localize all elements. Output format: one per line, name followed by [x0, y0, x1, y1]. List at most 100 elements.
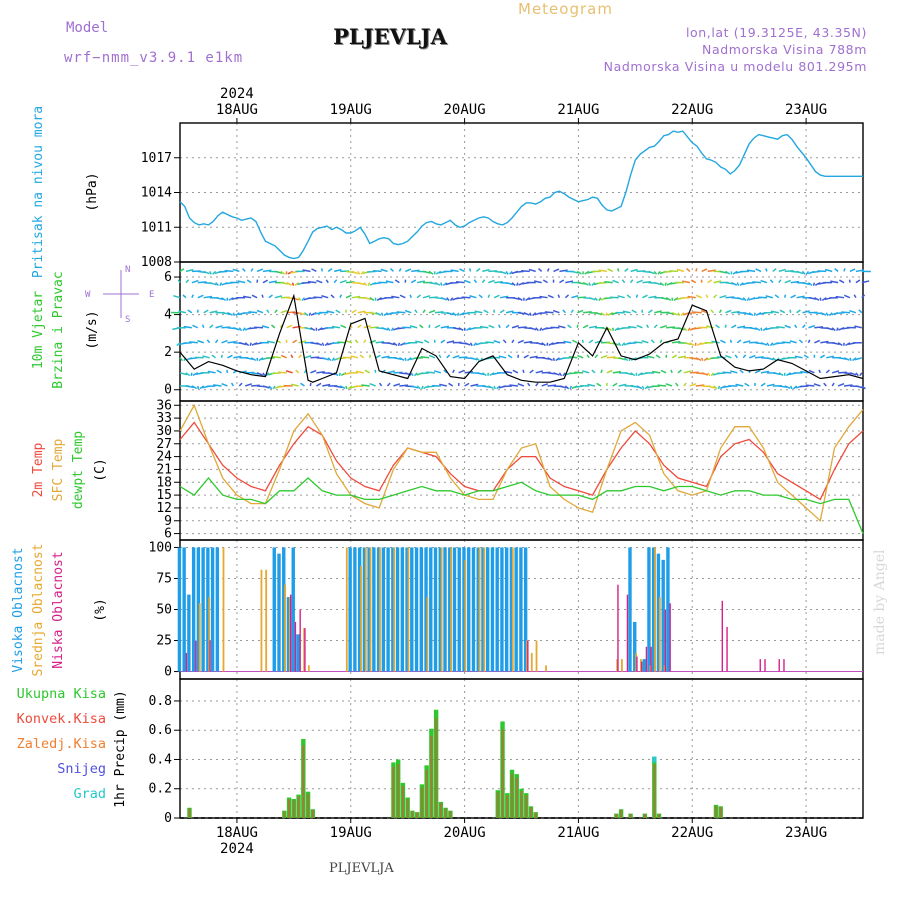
wind-barb: [588, 325, 598, 329]
wind-barb: [854, 325, 862, 329]
wind-barb: [464, 370, 473, 374]
wind-barb: [442, 282, 448, 287]
wind-barb: [677, 369, 682, 374]
wind-barb: [588, 282, 591, 286]
wind-barb: [659, 339, 663, 344]
cloud-high-bar: [286, 597, 291, 672]
cloud-mid-bar: [360, 566, 362, 672]
wind-barb: [559, 269, 568, 273]
wind-barb: [201, 324, 205, 329]
wind-barb: [443, 369, 448, 374]
wind-barb: [665, 383, 673, 387]
wind-barb: [828, 312, 833, 317]
wind-barb: [415, 340, 424, 344]
y-tick-label: 0: [164, 811, 172, 826]
wind-barb: [459, 268, 465, 273]
wind-barb: [473, 279, 478, 284]
wind-barb: [487, 385, 494, 390]
wind-barb: [710, 372, 715, 377]
wind-barb: [393, 357, 402, 360]
cloud-low-bar: [783, 659, 785, 672]
wind-barb: [375, 340, 385, 344]
wind-barb: [313, 296, 323, 299]
day-label-top: 18AUG: [216, 102, 258, 118]
precip-conv-bar: [292, 800, 296, 818]
wind-barb: [466, 327, 471, 332]
wind-barb: [331, 357, 335, 362]
wind-barb: [559, 279, 565, 284]
wind-barb: [340, 372, 347, 377]
wind-barb: [729, 339, 733, 343]
wind-barb: [213, 384, 222, 387]
wind-barb: [262, 372, 266, 377]
wind-barb: [817, 270, 827, 273]
wind-barb: [347, 385, 353, 390]
wind-barb: [718, 309, 722, 314]
wind-barb: [642, 294, 648, 299]
y-tick-label: 2: [164, 345, 172, 360]
wind-barb: [428, 354, 436, 359]
wind-barb: [701, 268, 708, 273]
wind-barb: [390, 327, 395, 332]
wind-barb: [396, 311, 406, 314]
wind-barb: [271, 324, 276, 329]
wind-barb: [588, 339, 594, 344]
wind-barb: [636, 279, 643, 284]
cloud-high-bar: [277, 553, 281, 672]
wind-barb: [470, 383, 479, 387]
wind-barb: [203, 295, 213, 299]
precip-conv-bar: [534, 812, 537, 818]
wind-barb: [187, 309, 193, 314]
wind-barb: [835, 295, 845, 299]
cloud-low-bar: [294, 621, 297, 672]
wind-barb: [621, 342, 626, 347]
precip-conv-bar: [629, 813, 632, 818]
wind-barb: [852, 357, 857, 362]
wind-barb: [831, 327, 836, 332]
wind-barb: [209, 324, 214, 329]
cloud-high-bar: [414, 547, 419, 672]
wind-barb: [185, 279, 190, 284]
y-tick-label: 6: [164, 270, 172, 285]
wind-barb: [813, 383, 821, 387]
wind-barb: [567, 324, 572, 329]
wind-barb: [173, 294, 181, 299]
wind-barb: [475, 357, 480, 362]
wind-barb: [265, 372, 270, 377]
precip-legend-1: Konvek.Kisa: [17, 711, 106, 727]
wind-barb: [624, 372, 633, 376]
cloud-high-bar: [457, 547, 461, 672]
wind-barb: [748, 312, 754, 317]
cloud-high-bar: [495, 547, 499, 672]
day-label-bottom: 19AUG: [330, 825, 372, 841]
precip-conv-bar: [406, 799, 409, 818]
wind-barb: [722, 371, 732, 374]
dewpoint-line: [179, 476, 864, 534]
wind-barb: [311, 268, 317, 273]
cloud-high-bar: [661, 559, 665, 672]
wind-barb: [855, 385, 864, 389]
wind-barb: [538, 268, 543, 272]
wind-barb: [233, 355, 242, 359]
wind-barb: [202, 355, 210, 359]
wind-barb: [469, 342, 473, 347]
wind-barb: [391, 295, 400, 299]
wind-barb: [563, 340, 572, 344]
cloud-mid-bar: [284, 584, 287, 672]
wind-barb: [517, 339, 524, 344]
cloud-high-bar: [215, 547, 220, 672]
wind-barb: [572, 339, 578, 344]
y-tick-label: 1011: [141, 220, 172, 235]
wind-barb: [452, 355, 460, 359]
wind-barb: [539, 295, 548, 299]
wind-barb: [381, 355, 390, 359]
wind-barb: [683, 327, 688, 332]
wind-barb: [478, 294, 483, 299]
wind-barb: [354, 339, 359, 344]
wind-barb: [290, 354, 294, 359]
wind-barb: [254, 326, 264, 329]
wind-barb: [351, 309, 357, 314]
y-tick-label: 75: [156, 571, 172, 586]
wind-barb: [624, 268, 629, 272]
wind-barb: [654, 310, 662, 314]
